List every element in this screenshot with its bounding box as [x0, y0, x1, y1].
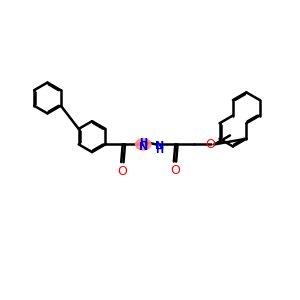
Text: O: O — [206, 138, 216, 151]
Ellipse shape — [135, 139, 151, 150]
Text: O: O — [117, 165, 127, 178]
Text: H: H — [139, 139, 147, 148]
Text: H: H — [155, 145, 163, 155]
Text: O: O — [170, 164, 180, 177]
Text: N: N — [154, 141, 164, 151]
Text: N: N — [139, 142, 148, 152]
